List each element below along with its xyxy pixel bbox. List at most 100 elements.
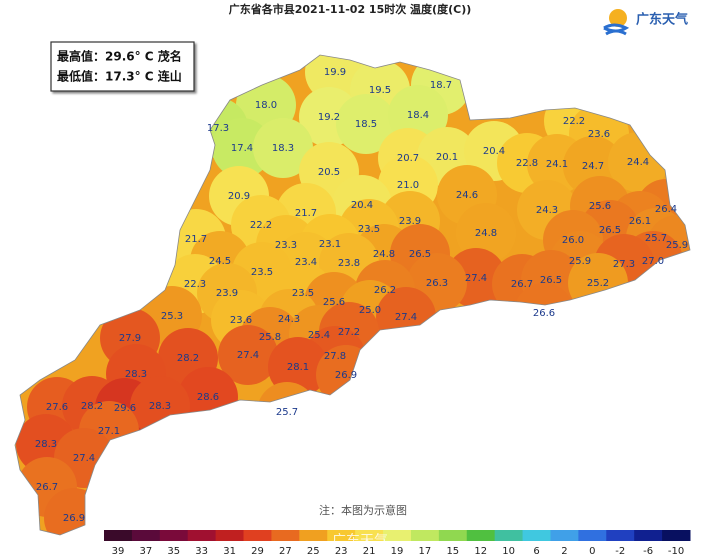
station-temp: 18.0: [255, 100, 277, 111]
station-temp: 24.8: [373, 249, 395, 260]
region: [218, 325, 278, 385]
station-temp: 20.4: [483, 146, 505, 157]
legend-label: 12: [474, 546, 487, 557]
legend-label: 25: [307, 546, 320, 557]
region: [268, 337, 328, 397]
station-temp: 20.1: [436, 152, 458, 163]
station-temp: 24.1: [546, 159, 568, 170]
station-temp: 24.3: [536, 205, 558, 216]
station-temp: 23.6: [230, 315, 252, 326]
legend: 39 37 35 33 31 29 27 25 23 21 19 17 15 12 10 6 2 0 -2 -6 -10: [104, 530, 691, 557]
station-temp: 17.4: [231, 143, 253, 154]
station-temp: 25.2: [587, 278, 609, 289]
station-temp: 23.1: [319, 239, 341, 250]
station-temp: 25.6: [323, 297, 345, 308]
station-temp: 18.5: [355, 119, 377, 130]
legend-cell: [578, 530, 607, 541]
station-temp: 28.3: [35, 439, 57, 450]
station-temp: 28.6: [197, 392, 219, 403]
station-temp: 28.3: [125, 369, 147, 380]
legend-label: 0: [589, 546, 595, 557]
station-temp: 25.6: [589, 201, 611, 212]
region: [456, 203, 516, 263]
station-temp: 27.3: [613, 259, 635, 270]
legend-label: 29: [251, 546, 264, 557]
station-temp: 27.0: [642, 256, 664, 267]
legend-cell: [104, 530, 133, 541]
station-temp: 18.4: [407, 110, 429, 121]
legend-label: -10: [668, 546, 684, 557]
station-temp: 24.6: [456, 190, 478, 201]
station-temp: 27.4: [237, 350, 259, 361]
legend-cell: [327, 530, 356, 541]
legend-cell: [634, 530, 663, 541]
station-temp: 25.9: [569, 256, 591, 267]
station-temp: 22.2: [250, 220, 272, 231]
region: [253, 118, 313, 178]
station-temp: 26.7: [36, 482, 58, 493]
station-temp: 23.6: [588, 129, 610, 140]
station-temp: 27.4: [73, 453, 95, 464]
legend-label: 15: [446, 546, 459, 557]
station-temp: 24.7: [582, 161, 604, 172]
station-temp: 21.0: [397, 180, 419, 191]
station-temp: 26.3: [426, 278, 448, 289]
note: 注：本图为示意图: [319, 503, 407, 517]
legend-cell: [410, 530, 440, 541]
station-temp: 20.4: [351, 200, 373, 211]
station-temp: 20.5: [318, 167, 340, 178]
legend-label: 6: [533, 546, 539, 557]
station-temp: 22.2: [563, 116, 585, 127]
station-temp: 19.2: [318, 112, 340, 123]
station-temp: 21.7: [185, 234, 207, 245]
legend-label: 39: [112, 546, 125, 557]
station-temp: 17.3: [207, 123, 229, 134]
legend-cell: [606, 530, 635, 541]
station-temp: 25.7: [276, 407, 298, 418]
legend-cell: [299, 530, 328, 541]
legend-label: 37: [139, 546, 152, 557]
min-info: 最低值：17.3° C 连山: [57, 69, 182, 84]
station-temp: 26.5: [599, 225, 621, 236]
station-temp: 23.5: [251, 267, 273, 278]
station-temp: 23.5: [292, 288, 314, 299]
station-temp: 23.5: [358, 224, 380, 235]
station-temp: 27.6: [46, 402, 68, 413]
legend-cell: [522, 530, 551, 541]
station-temp: 28.2: [81, 401, 103, 412]
legend-label: -6: [643, 546, 653, 557]
max-info: 最高值：29.6° C 茂名: [57, 49, 182, 64]
station-temp: 23.4: [295, 257, 317, 268]
logo: 广东天气: [603, 9, 688, 36]
station-temp: 29.6: [114, 403, 136, 414]
station-temp: 26.7: [511, 279, 533, 290]
station-temp: 27.2: [338, 327, 360, 338]
legend-label: 17: [419, 546, 432, 557]
station-temp: 21.7: [295, 208, 317, 219]
station-temp: 25.9: [666, 240, 688, 251]
station-temp: 24.8: [475, 228, 497, 239]
station-temp: 20.7: [397, 153, 419, 164]
legend-label: 35: [167, 546, 180, 557]
station-temp: 28.3: [149, 401, 171, 412]
station-temp: 25.3: [161, 311, 183, 322]
station-temp: 27.4: [465, 273, 487, 284]
legend-cell: [271, 530, 300, 541]
station-temp: 26.4: [655, 204, 677, 215]
legend-cell: [243, 530, 272, 541]
station-temp: 27.1: [98, 426, 120, 437]
station-temp: 25.8: [259, 332, 281, 343]
station-temp: 26.0: [562, 235, 584, 246]
station-temp: 24.5: [209, 256, 231, 267]
legend-label: 2: [561, 546, 567, 557]
legend-cell: [466, 530, 496, 541]
station-temp: 23.9: [216, 288, 238, 299]
station-temp: 27.9: [119, 333, 141, 344]
station-temp: 23.8: [338, 258, 360, 269]
legend-cell: [494, 530, 524, 541]
station-temp: 20.9: [228, 191, 250, 202]
region: [336, 94, 396, 154]
region: [212, 118, 272, 178]
legend-cell: [550, 530, 579, 541]
